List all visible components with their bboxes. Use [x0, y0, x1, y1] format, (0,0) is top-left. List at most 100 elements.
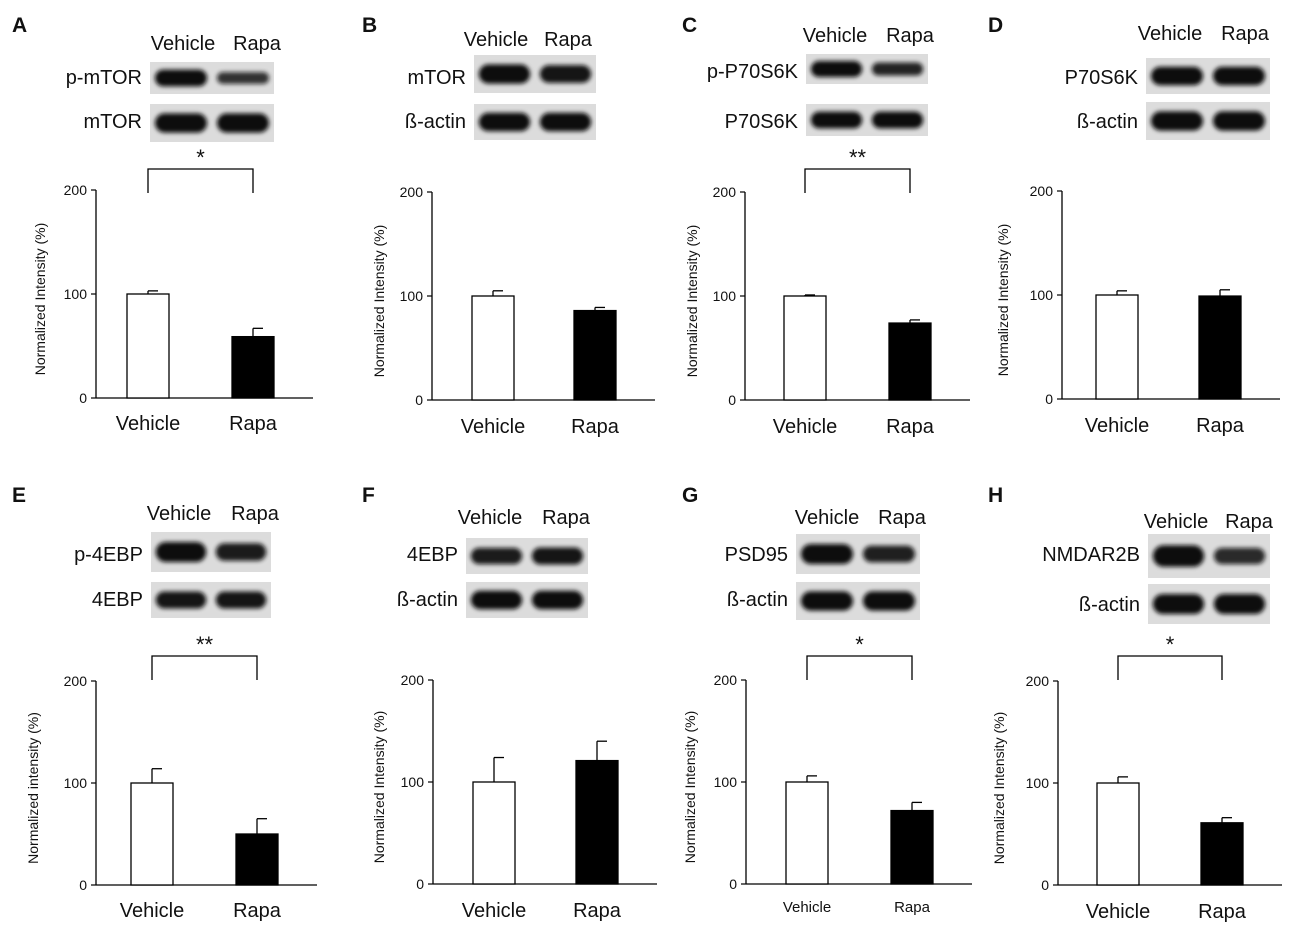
lane-label-rapa: Rapa: [542, 507, 591, 529]
x-tick-label: Rapa: [229, 413, 278, 435]
x-tick-label: Vehicle: [116, 413, 181, 435]
blot-band: [478, 64, 531, 84]
panel-h: H Vehicle Rapa NMDAR2B ß-actin 0 100 200 Normali…: [988, 484, 1282, 923]
panel-e: E Vehicle Rapa p-4EBP 4EBP 0 100 200 Normalized …: [12, 484, 317, 922]
x-tick-label: Vehicle: [461, 416, 526, 438]
x-tick-label: Rapa: [233, 900, 282, 922]
bar-vehicle: [126, 293, 170, 399]
bar-rapa: [1200, 822, 1244, 886]
bar-rapa: [231, 335, 275, 399]
panel-label: H: [988, 484, 1003, 507]
blot-band: [800, 591, 854, 611]
y-tick-label: 0: [79, 390, 87, 406]
protein-label: p-4EBP: [74, 544, 143, 566]
y-axis-label: Normalized Intensity (%): [684, 225, 700, 378]
significance-bracket: [806, 655, 913, 680]
blot-strip: [150, 62, 274, 94]
significance-marker: *: [196, 145, 205, 170]
bar-vehicle: [783, 295, 827, 401]
protein-label: NMDAR2B: [1042, 544, 1140, 566]
blot-band: [862, 591, 916, 611]
blot-band: [810, 111, 863, 129]
y-axis-label: Normalized Intensity (%): [991, 712, 1007, 865]
protein-label: ß-actin: [1079, 594, 1140, 616]
y-tick-label: 200: [64, 182, 88, 198]
y-tick-label: 100: [1030, 287, 1054, 303]
blot-strip: [1148, 584, 1270, 624]
blot-strip: [796, 582, 920, 620]
y-tick-label: 200: [714, 672, 738, 688]
bar-vehicle: [1096, 782, 1140, 886]
blot-band: [1150, 111, 1204, 131]
blot-strip: [474, 104, 596, 140]
y-tick-label: 200: [64, 673, 88, 689]
protein-label: PSD95: [725, 544, 788, 566]
bar-rapa: [1198, 295, 1242, 400]
blot-band: [216, 113, 270, 133]
lane-label-rapa: Rapa: [544, 29, 593, 51]
y-axis-label: Normalized Intensity (%): [371, 225, 387, 378]
protein-label: P70S6K: [1065, 67, 1139, 89]
blot-band: [1212, 111, 1266, 131]
protein-label: mTOR: [407, 67, 466, 89]
blot-band: [155, 591, 207, 609]
y-tick-label: 100: [713, 288, 737, 304]
blot-strip: [1146, 102, 1270, 140]
x-tick-label: Rapa: [573, 900, 622, 922]
protein-label: 4EBP: [92, 589, 143, 611]
blot-band: [470, 590, 523, 610]
y-tick-label: 200: [1030, 183, 1054, 199]
panel-f: F Vehicle Rapa 4EBP ß-actin 0 100 200 Normalized…: [362, 484, 657, 922]
protein-label: ß-actin: [727, 589, 788, 611]
y-tick-label: 100: [64, 286, 88, 302]
protein-label: P70S6K: [725, 111, 799, 133]
panel-b: B Vehicle Rapa mTOR ß-actin 0 100 200 Normalized…: [362, 14, 655, 438]
significance-bracket: [804, 168, 911, 193]
bar-rapa: [575, 759, 619, 885]
blot-band: [862, 545, 916, 563]
panel-label: A: [12, 14, 27, 37]
significance-bracket: [1117, 655, 1223, 680]
bar-vehicle: [1095, 294, 1139, 400]
y-tick-label: 0: [1041, 877, 1049, 893]
panel-label: G: [682, 484, 698, 507]
blot-band: [478, 112, 531, 132]
y-axis-label: Normalized Intensity (%): [995, 224, 1011, 377]
y-tick-label: 200: [401, 672, 425, 688]
lane-label-vehicle: Vehicle: [1138, 23, 1203, 45]
panel-label: B: [362, 14, 377, 37]
x-tick-label: Vehicle: [773, 416, 838, 438]
blot-band: [215, 591, 267, 609]
panel-label: D: [988, 14, 1003, 37]
panel-c: C Vehicle Rapa p-P70S6K P70S6K 0 100 200 Normali…: [682, 14, 970, 438]
x-tick-label: Rapa: [886, 416, 935, 438]
blot-band: [800, 544, 854, 564]
blot-band: [1152, 594, 1205, 614]
blot-band: [155, 542, 207, 562]
y-tick-label: 200: [400, 184, 424, 200]
blot-strip: [151, 582, 271, 618]
panel-label: F: [362, 484, 375, 507]
lane-label-rapa: Rapa: [886, 25, 935, 47]
panel-label: E: [12, 484, 26, 507]
y-tick-label: 0: [415, 392, 423, 408]
x-tick-label: Rapa: [571, 416, 620, 438]
blot-band: [1213, 547, 1266, 565]
blot-band: [154, 113, 208, 133]
lane-label-rapa: Rapa: [231, 503, 280, 525]
x-tick-label: Vehicle: [462, 900, 527, 922]
blot-strip: [1146, 58, 1270, 94]
x-tick-label: Vehicle: [783, 899, 831, 916]
blot-strip: [1148, 534, 1270, 578]
x-tick-label: Rapa: [1198, 901, 1247, 923]
blot-band: [1152, 545, 1205, 567]
bar-rapa: [888, 322, 932, 401]
protein-label: p-P70S6K: [707, 61, 799, 83]
x-tick-label: Vehicle: [1085, 415, 1150, 437]
protein-label: 4EBP: [407, 544, 458, 566]
blot-strip: [150, 104, 274, 142]
blot-band: [215, 543, 267, 561]
protein-label: ß-actin: [397, 589, 458, 611]
y-tick-label: 0: [729, 876, 737, 892]
bar-vehicle: [471, 295, 515, 401]
